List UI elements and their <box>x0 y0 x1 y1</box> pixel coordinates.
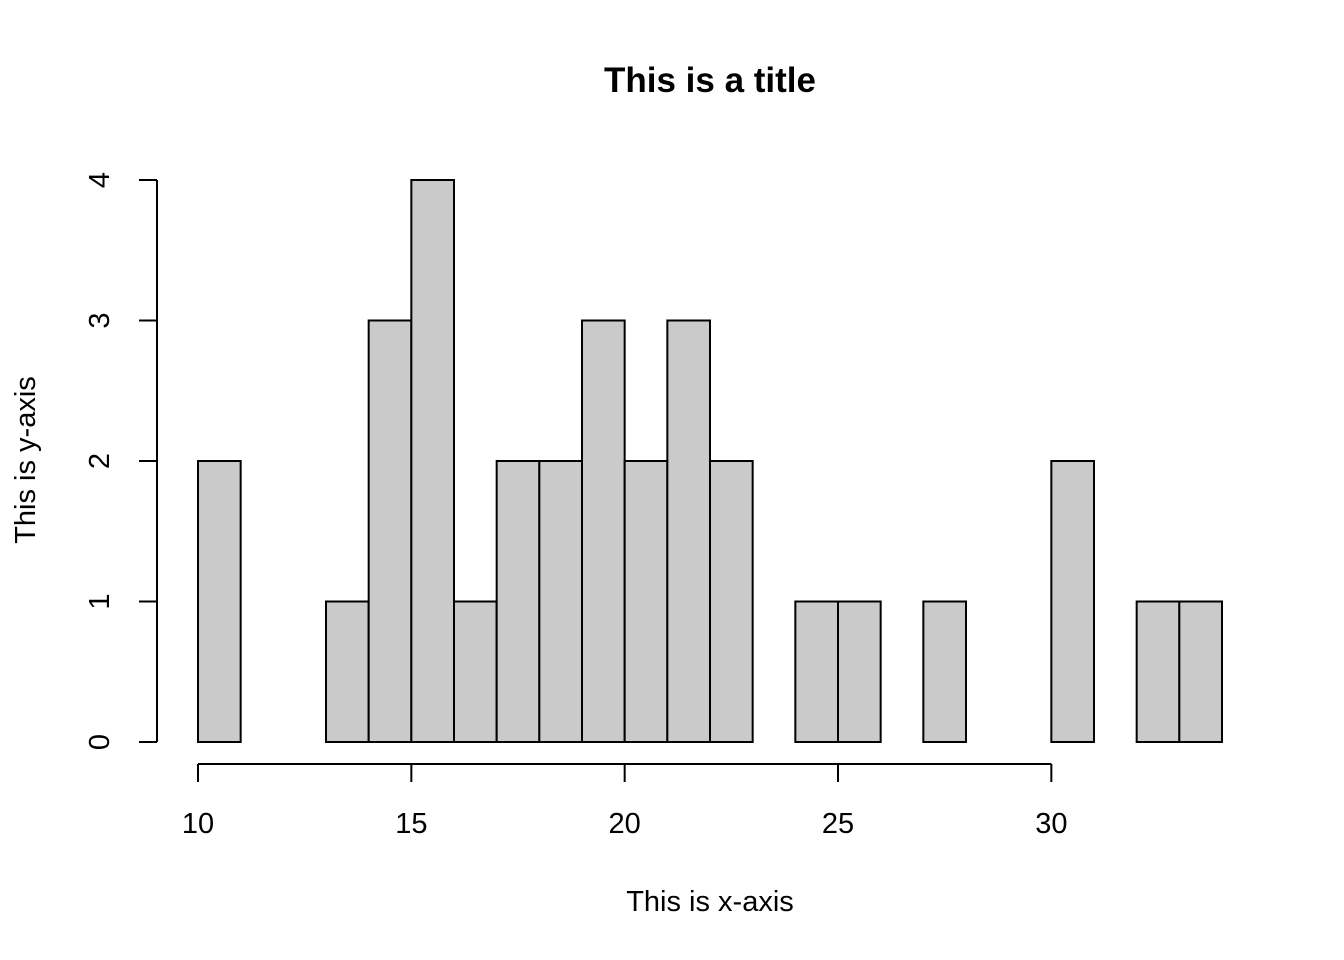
histogram-bar <box>623 460 669 743</box>
histogram-bar <box>922 600 967 743</box>
histogram-bar <box>367 319 413 743</box>
chart-title: This is a title <box>604 61 816 100</box>
histogram-bar <box>538 460 583 743</box>
histogram-bar <box>666 319 711 743</box>
histogram-bar <box>794 600 839 743</box>
x-tick-label: 25 <box>822 808 854 840</box>
y-tick-label: 3 <box>84 312 116 328</box>
y-tick-label: 4 <box>84 172 116 188</box>
y-axis-label: This is y-axis <box>10 376 42 544</box>
histogram-bar <box>495 460 541 743</box>
x-tick-label: 30 <box>1035 808 1067 840</box>
x-tick-label: 20 <box>609 808 641 840</box>
x-axis: 10 15 20 25 30 <box>182 763 1067 840</box>
histogram-bar <box>410 179 456 743</box>
histogram-bar <box>1135 600 1181 743</box>
histogram-bar <box>837 600 882 743</box>
histogram-bar <box>709 460 754 743</box>
histogram-bar <box>197 460 242 743</box>
y-axis: 0 1 2 3 4 <box>84 172 158 750</box>
histogram-bar <box>581 319 626 743</box>
y-tick-label: 2 <box>84 453 116 469</box>
histogram-bar <box>1050 460 1096 743</box>
x-axis-label: This is x-axis <box>626 886 794 918</box>
histogram-bar <box>453 600 498 743</box>
x-tick-label: 15 <box>395 808 427 840</box>
x-tick-label: 10 <box>182 808 214 840</box>
histogram-bar <box>325 600 370 743</box>
bars-group <box>197 179 1224 743</box>
y-tick-label: 0 <box>84 734 116 750</box>
histogram-bar <box>1178 600 1224 743</box>
y-tick-label: 1 <box>84 593 116 609</box>
